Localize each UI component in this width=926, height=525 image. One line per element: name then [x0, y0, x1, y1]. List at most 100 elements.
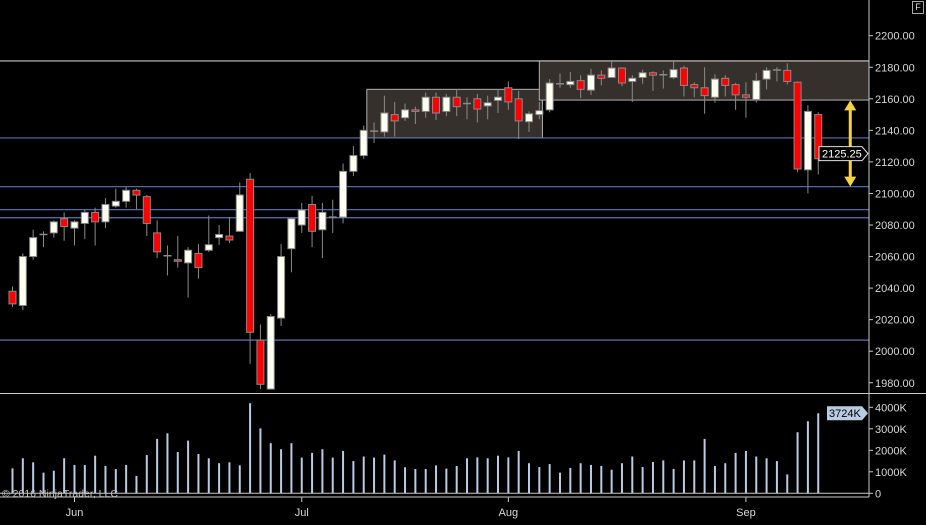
candle-up — [535, 110, 544, 116]
candle-down — [504, 87, 513, 103]
candle-down — [793, 81, 802, 170]
candle-down — [308, 203, 317, 232]
candle-up — [318, 211, 327, 231]
candle-down — [617, 67, 626, 84]
candle-down — [8, 290, 17, 305]
time-tick-label: Sep — [736, 507, 756, 519]
candle-down — [514, 98, 523, 122]
candle-up — [638, 72, 647, 79]
candle-up — [215, 233, 224, 239]
candle-down — [153, 232, 162, 253]
candle-down — [173, 259, 182, 262]
candle-down — [132, 189, 141, 196]
candle-up — [442, 96, 451, 112]
candle-down — [411, 109, 420, 112]
time-tick-label: Aug — [499, 507, 519, 519]
candle-down — [256, 339, 265, 385]
candle-up — [111, 200, 120, 207]
candle-up — [628, 77, 637, 82]
candle-down — [783, 69, 792, 82]
candle-up — [29, 237, 38, 258]
arrow-head-up — [844, 100, 857, 111]
candle-up — [483, 102, 492, 107]
candle-up — [586, 74, 595, 91]
candle-up — [607, 67, 616, 79]
candle-up — [359, 129, 368, 157]
candle-up — [122, 189, 131, 202]
volume-tick-label: 1000K — [875, 467, 907, 479]
candle-up — [297, 209, 306, 226]
candle-up — [566, 80, 575, 86]
volume-tick-label: 3000K — [875, 424, 907, 436]
candle-down — [741, 94, 750, 98]
candle-up — [287, 218, 296, 250]
candle-up — [545, 82, 554, 111]
candle-down — [731, 84, 740, 96]
candle-down — [814, 114, 823, 160]
candle-down — [390, 114, 399, 122]
candle-up — [101, 203, 110, 223]
candle-up — [184, 249, 193, 264]
price-tick-label: 2060.00 — [875, 252, 915, 264]
price-tick-label: 2140.00 — [875, 125, 915, 137]
candle-down — [142, 196, 151, 224]
candle-up — [494, 96, 503, 101]
candle-down — [225, 235, 234, 241]
candle-up — [669, 69, 678, 79]
candle-up — [277, 256, 286, 319]
candle-down — [60, 218, 69, 228]
candle-down — [679, 67, 688, 86]
time-tick-label: Jun — [66, 507, 84, 519]
volume-tick-label: 2000K — [875, 445, 907, 457]
volume-tick-label: 0 — [875, 488, 881, 500]
price-tick-label: 2180.00 — [875, 62, 915, 74]
candle-up — [204, 244, 213, 251]
last-volume-marker — [827, 406, 868, 421]
candle-up — [235, 194, 244, 232]
candle-down — [576, 80, 585, 90]
time-tick-label: Jul — [295, 507, 309, 519]
candle-down — [91, 211, 100, 223]
price-tick-label: 2020.00 — [875, 315, 915, 327]
candle-up — [18, 256, 27, 306]
last-price-label: 2125.25 — [822, 149, 862, 161]
price-tick-label: 2120.00 — [875, 157, 915, 169]
candle-down — [690, 84, 699, 89]
last-price-marker — [818, 146, 869, 162]
arrow-head-down — [844, 176, 857, 187]
candle-down — [700, 87, 709, 97]
candle-down — [194, 252, 203, 269]
candle-down — [597, 74, 606, 79]
candle-down — [452, 96, 461, 108]
candle-up — [80, 211, 89, 224]
price-tick-label: 1980.00 — [875, 378, 915, 390]
candle-up — [70, 221, 79, 229]
price-tick-label: 2100.00 — [875, 188, 915, 200]
copyright-text: © 2016 NinjaTrader, LLC — [2, 488, 118, 500]
price-tick-label: 2080.00 — [875, 220, 915, 232]
candle-up — [349, 155, 358, 172]
candle-down — [473, 98, 482, 110]
candle-up — [380, 112, 389, 133]
candle-up — [710, 78, 719, 98]
candle-up — [49, 221, 58, 234]
candle-up — [421, 96, 430, 112]
candle-down — [721, 77, 730, 86]
candle-up — [803, 110, 812, 171]
candle-up — [339, 170, 348, 218]
candle-up — [525, 113, 533, 123]
candle-down — [432, 96, 441, 114]
candle-down — [648, 72, 657, 76]
candle-up — [752, 80, 761, 101]
candle-up — [401, 109, 410, 119]
last-volume-label: 3724K — [829, 408, 861, 420]
price-tick-label: 2160.00 — [875, 94, 915, 106]
volume-tick-label: 4000K — [875, 402, 907, 414]
price-tick-label: 2000.00 — [875, 346, 915, 358]
price-tick-label: 2200.00 — [875, 31, 915, 43]
candle-down — [246, 178, 255, 333]
float-toggle-button[interactable]: F — [912, 1, 924, 14]
candle-up — [266, 315, 275, 390]
price-tick-label: 2040.00 — [875, 283, 915, 295]
